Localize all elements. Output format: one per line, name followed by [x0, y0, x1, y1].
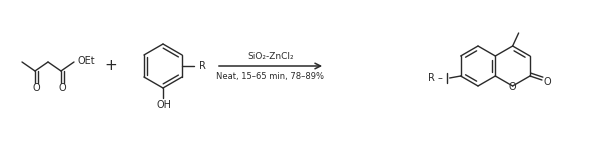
Text: +: +	[104, 58, 118, 73]
Text: R: R	[199, 61, 205, 71]
Text: Neat, 15–65 min, 78–89%: Neat, 15–65 min, 78–89%	[217, 72, 325, 81]
Text: OH: OH	[157, 100, 172, 110]
Text: O: O	[543, 77, 551, 87]
Text: –: –	[437, 73, 442, 83]
Text: R: R	[428, 73, 435, 83]
Text: SiO₂-ZnCl₂: SiO₂-ZnCl₂	[247, 52, 294, 60]
Text: O: O	[58, 83, 66, 93]
Text: OEt: OEt	[77, 56, 95, 66]
Text: O: O	[32, 83, 40, 93]
Text: O: O	[509, 82, 517, 92]
